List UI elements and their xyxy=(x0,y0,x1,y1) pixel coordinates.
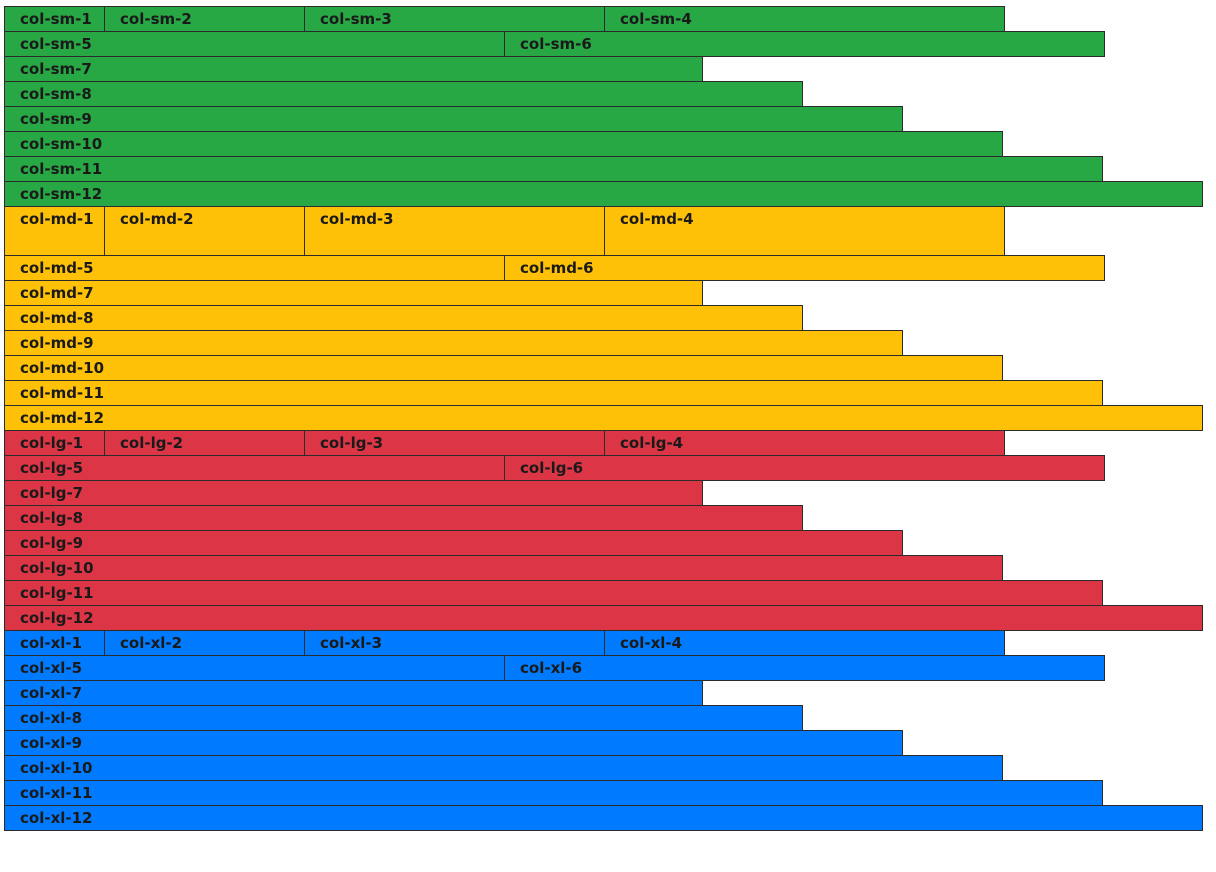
col-lg-1-cell: col-lg-1 xyxy=(4,430,105,456)
col-md-11-cell: col-md-11 xyxy=(4,380,1103,406)
grid-row: col-lg-10 xyxy=(4,555,1204,581)
grid-row: col-lg-1 col-lg-2 col-lg-3 col-lg-4 xyxy=(4,430,1204,456)
col-sm-9-cell: col-sm-9 xyxy=(4,106,903,132)
grid-row: col-md-7 xyxy=(4,280,1204,306)
col-lg-10-cell: col-lg-10 xyxy=(4,555,1003,581)
col-xl-8-cell: col-xl-8 xyxy=(4,705,803,731)
grid-row: col-sm-11 xyxy=(4,156,1204,182)
col-xl-12-cell: col-xl-12 xyxy=(4,805,1203,831)
col-lg-12-cell: col-lg-12 xyxy=(4,605,1203,631)
grid-row: col-xl-7 xyxy=(4,680,1204,706)
grid-row: col-sm-5 col-sm-6 xyxy=(4,31,1204,57)
col-xl-4-cell: col-xl-4 xyxy=(604,630,1005,656)
col-xl-9-cell: col-xl-9 xyxy=(4,730,903,756)
grid-row: col-xl-1 col-xl-2 col-xl-3 col-xl-4 xyxy=(4,630,1204,656)
col-sm-8-cell: col-sm-8 xyxy=(4,81,803,107)
col-lg-8-cell: col-lg-8 xyxy=(4,505,803,531)
col-xl-7-cell: col-xl-7 xyxy=(4,680,703,706)
grid-row: col-md-10 xyxy=(4,355,1204,381)
grid-row: col-xl-10 xyxy=(4,755,1204,781)
col-sm-3-cell: col-sm-3 xyxy=(304,6,605,32)
col-sm-2-cell: col-sm-2 xyxy=(104,6,305,32)
col-md-1-cell: col-md-1 xyxy=(4,206,105,256)
col-md-7-cell: col-md-7 xyxy=(4,280,703,306)
grid-row: col-lg-8 xyxy=(4,505,1204,531)
col-sm-5-cell: col-sm-5 xyxy=(4,31,505,57)
col-xl-1-cell: col-xl-1 xyxy=(4,630,105,656)
grid-row: col-lg-5 col-lg-6 xyxy=(4,455,1204,481)
grid-row: col-sm-8 xyxy=(4,81,1204,107)
col-md-2-cell: col-md-2 xyxy=(104,206,305,256)
grid-row: col-lg-7 xyxy=(4,480,1204,506)
col-sm-4-cell: col-sm-4 xyxy=(604,6,1005,32)
col-md-12-cell: col-md-12 xyxy=(4,405,1203,431)
grid-row: col-sm-12 xyxy=(4,181,1204,207)
grid-row: col-md-9 xyxy=(4,330,1204,356)
grid-demo: col-sm-1 col-sm-2 col-sm-3 col-sm-4 col-… xyxy=(4,6,1204,831)
grid-row: col-lg-11 xyxy=(4,580,1204,606)
col-xl-6-cell: col-xl-6 xyxy=(504,655,1105,681)
col-md-9-cell: col-md-9 xyxy=(4,330,903,356)
col-lg-11-cell: col-lg-11 xyxy=(4,580,1103,606)
col-lg-9-cell: col-lg-9 xyxy=(4,530,903,556)
col-xl-5-cell: col-xl-5 xyxy=(4,655,505,681)
col-sm-7-cell: col-sm-7 xyxy=(4,56,703,82)
grid-row: col-md-5 col-md-6 xyxy=(4,255,1204,281)
col-sm-6-cell: col-sm-6 xyxy=(504,31,1105,57)
col-sm-10-cell: col-sm-10 xyxy=(4,131,1003,157)
col-md-6-cell: col-md-6 xyxy=(504,255,1105,281)
grid-row: col-xl-11 xyxy=(4,780,1204,806)
grid-row: col-md-1 col-md-2 col-md-3 col-md-4 xyxy=(4,206,1204,256)
col-sm-11-cell: col-sm-11 xyxy=(4,156,1103,182)
col-lg-6-cell: col-lg-6 xyxy=(504,455,1105,481)
col-xl-2-cell: col-xl-2 xyxy=(104,630,305,656)
col-lg-3-cell: col-lg-3 xyxy=(304,430,605,456)
col-md-10-cell: col-md-10 xyxy=(4,355,1003,381)
grid-row: col-md-12 xyxy=(4,405,1204,431)
grid-row: col-xl-5 col-xl-6 xyxy=(4,655,1204,681)
grid-row: col-lg-12 xyxy=(4,605,1204,631)
col-lg-5-cell: col-lg-5 xyxy=(4,455,505,481)
grid-row: col-sm-7 xyxy=(4,56,1204,82)
col-sm-1-cell: col-sm-1 xyxy=(4,6,105,32)
grid-row: col-xl-8 xyxy=(4,705,1204,731)
grid-row: col-md-11 xyxy=(4,380,1204,406)
grid-row: col-sm-9 xyxy=(4,106,1204,132)
grid-row: col-sm-10 xyxy=(4,131,1204,157)
col-xl-3-cell: col-xl-3 xyxy=(304,630,605,656)
col-sm-12-cell: col-sm-12 xyxy=(4,181,1203,207)
grid-row: col-xl-12 xyxy=(4,805,1204,831)
col-md-3-cell: col-md-3 xyxy=(304,206,605,256)
grid-row: col-md-8 xyxy=(4,305,1204,331)
col-md-8-cell: col-md-8 xyxy=(4,305,803,331)
col-lg-4-cell: col-lg-4 xyxy=(604,430,1005,456)
col-lg-7-cell: col-lg-7 xyxy=(4,480,703,506)
grid-row: col-xl-9 xyxy=(4,730,1204,756)
grid-row: col-lg-9 xyxy=(4,530,1204,556)
col-md-4-cell: col-md-4 xyxy=(604,206,1005,256)
col-lg-2-cell: col-lg-2 xyxy=(104,430,305,456)
grid-row: col-sm-1 col-sm-2 col-sm-3 col-sm-4 xyxy=(4,6,1204,32)
col-xl-11-cell: col-xl-11 xyxy=(4,780,1103,806)
col-md-5-cell: col-md-5 xyxy=(4,255,505,281)
col-xl-10-cell: col-xl-10 xyxy=(4,755,1003,781)
